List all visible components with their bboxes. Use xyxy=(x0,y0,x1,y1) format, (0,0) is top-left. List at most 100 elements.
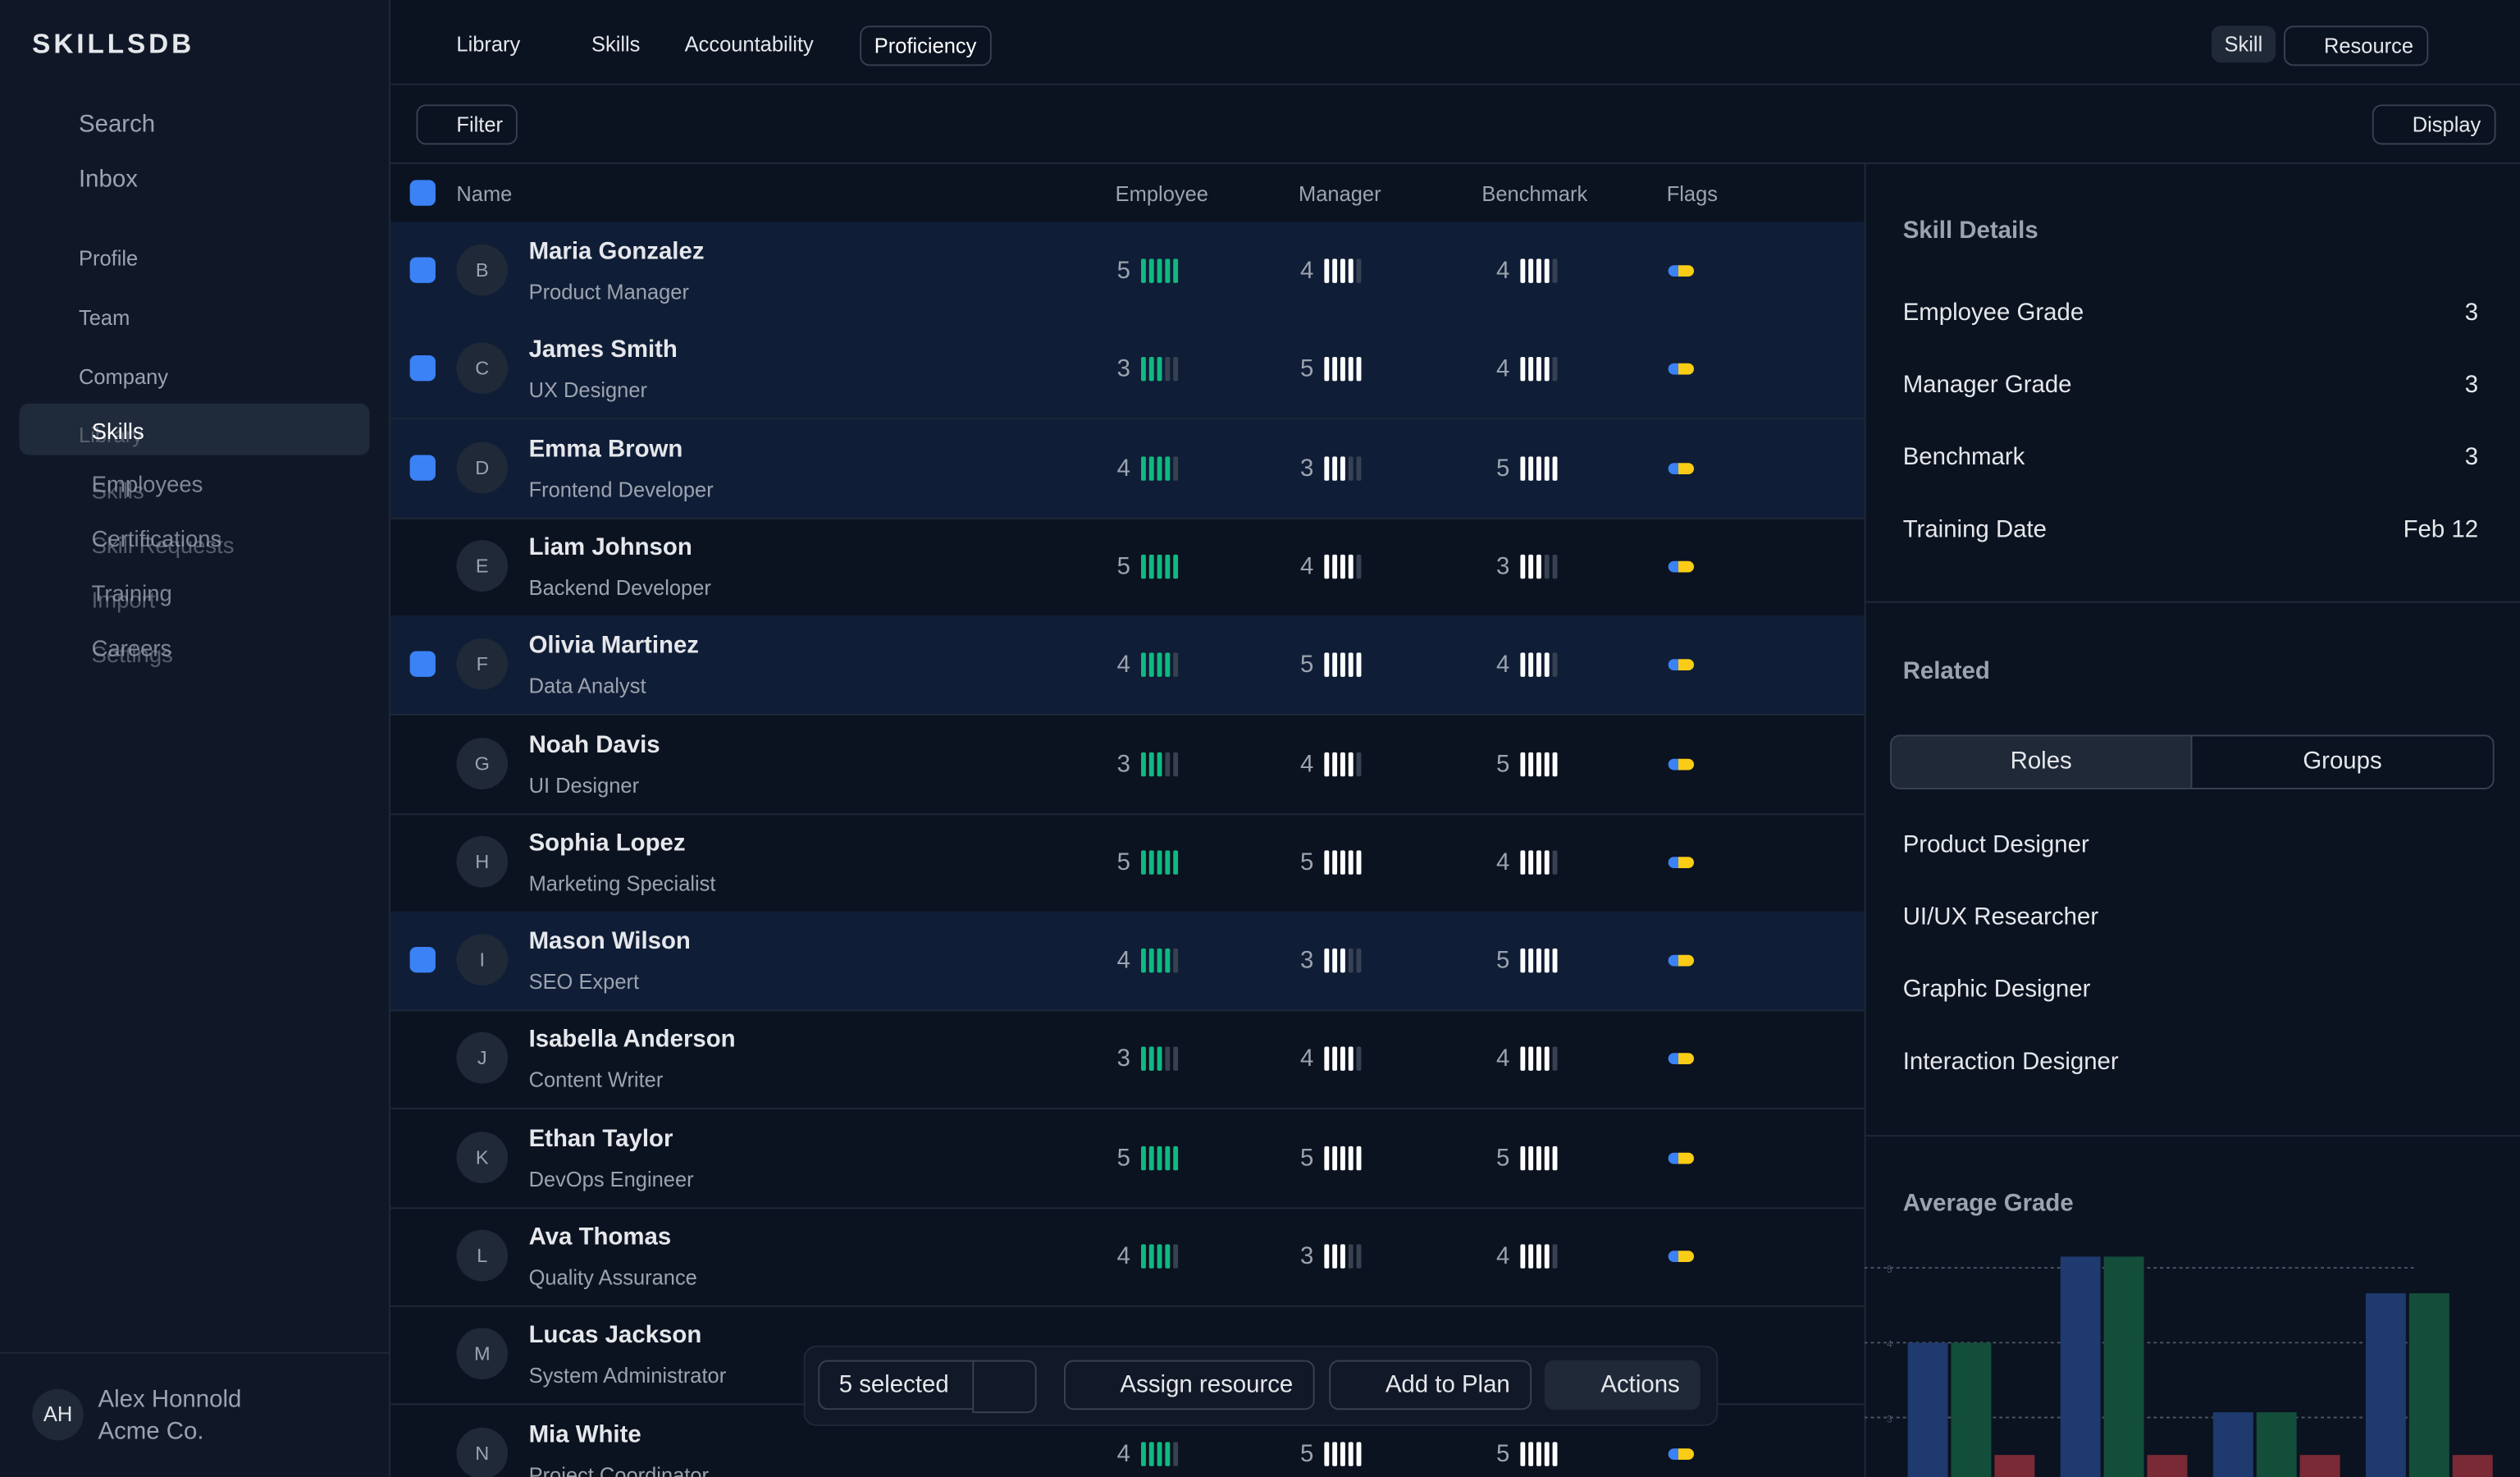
row-checkbox[interactable] xyxy=(409,651,436,678)
detail-value: 3 xyxy=(2464,371,2479,399)
employee-grade-bars xyxy=(1141,1047,1179,1072)
bar xyxy=(1907,1342,1948,1477)
brand: SKILLSDB xyxy=(32,29,195,60)
table-row[interactable]: M Lucas Jackson System Administrator xyxy=(390,1306,1865,1406)
filter-button[interactable]: Filter xyxy=(416,104,518,145)
section-title[interactable]: Related xyxy=(1902,657,1990,685)
detail-label: Employee Grade xyxy=(1902,299,2084,327)
nav-ghost: Skill Requests xyxy=(91,532,235,558)
tab[interactable]: Groups xyxy=(2190,734,2495,789)
divider xyxy=(1864,601,2520,603)
breadcrumb[interactable]: Skills xyxy=(591,32,641,57)
dropdown[interactable]: Proficiency xyxy=(860,25,991,66)
table-row[interactable]: I Mason Wilson SEO Expert 4 3 5 xyxy=(390,912,1865,1012)
benchmark-grade-bars xyxy=(1520,455,1558,481)
avatar: J xyxy=(456,1032,509,1085)
row-checkbox[interactable] xyxy=(409,257,436,283)
nav-item[interactable]: Training xyxy=(91,580,172,606)
column-header[interactable]: Flags xyxy=(1666,181,1718,206)
bar xyxy=(2060,1256,2101,1477)
column-header[interactable]: Manager xyxy=(1299,181,1381,206)
section-item[interactable]: Company xyxy=(79,364,169,390)
related-item[interactable]: Interaction Designer xyxy=(1902,1048,2119,1076)
action-button[interactable]: Add to Plan xyxy=(1329,1360,1532,1411)
breadcrumb[interactable]: Library xyxy=(456,32,521,57)
action-bar: 5 selected Assign resource Add to Plan Acti… xyxy=(803,1345,1719,1426)
table-row[interactable]: F Olivia Martinez Data Analyst 4 5 4 xyxy=(390,615,1865,716)
user-name: Alex Honnold xyxy=(98,1385,242,1414)
benchmark-grade-bars xyxy=(1520,1145,1558,1170)
active-item[interactable]: Skills xyxy=(91,418,144,444)
table-row[interactable]: K Ethan Taylor DevOps Engineer 5 5 5 xyxy=(390,1109,1865,1209)
tab[interactable]: Roles xyxy=(1890,734,2193,789)
table-row[interactable]: C James Smith UX Designer 3 5 4 xyxy=(390,320,1865,420)
nav-item[interactable]: Careers xyxy=(91,634,172,661)
section-title[interactable]: Skill Details xyxy=(1902,217,2038,245)
person-role: System Administrator xyxy=(528,1363,727,1388)
action-button[interactable]: Actions xyxy=(1544,1360,1701,1411)
manager-grade: 3 xyxy=(1299,454,1314,482)
related-item[interactable]: UI/UX Researcher xyxy=(1902,903,2099,931)
person-role: Backend Developer xyxy=(528,575,711,600)
avatar: AH xyxy=(32,1388,84,1441)
detail-value: Feb 12 xyxy=(2403,515,2479,544)
avatar: H xyxy=(456,835,509,888)
top-button[interactable]: Skill xyxy=(2211,25,2276,63)
top-button[interactable]: Resource xyxy=(2284,25,2428,66)
benchmark-grade: 4 xyxy=(1496,651,1510,679)
related-item[interactable]: Product Designer xyxy=(1902,830,2089,859)
table-row[interactable]: D Emma Brown Frontend Developer 4 3 5 xyxy=(390,418,1865,519)
benchmark-grade: 5 xyxy=(1496,749,1510,778)
detail-label: Training Date xyxy=(1902,515,2048,544)
table-row[interactable]: J Isabella Anderson Content Writer 3 4 4 xyxy=(390,1010,1865,1110)
table-row[interactable]: G Noah Davis UI Designer 3 4 5 xyxy=(390,715,1865,815)
nav-item[interactable]: Inbox xyxy=(79,165,138,194)
avatar: D xyxy=(456,441,509,493)
nav-ghost: Settings xyxy=(91,641,173,668)
employee-grade: 3 xyxy=(1116,355,1130,383)
display-button[interactable]: Display xyxy=(2372,104,2495,145)
nav-item[interactable]: Certifications xyxy=(91,525,222,552)
divider xyxy=(1864,1135,2520,1137)
person-role: UI Designer xyxy=(528,772,640,797)
flag xyxy=(1668,1251,1694,1262)
nav-item[interactable]: Employees xyxy=(91,471,203,497)
section-title[interactable]: Average Grade xyxy=(1902,1189,2074,1218)
column-header[interactable]: Benchmark xyxy=(1481,181,1588,206)
table-row[interactable]: L Ava Thomas Quality Assurance 4 3 4 xyxy=(390,1207,1865,1307)
table-row[interactable]: N Mia White Project Coordinator 4 5 5 xyxy=(390,1405,1865,1477)
flag xyxy=(1668,560,1694,573)
manager-grade: 5 xyxy=(1299,848,1314,876)
benchmark-grade-bars xyxy=(1520,357,1558,382)
row-checkbox[interactable] xyxy=(409,947,436,973)
employee-grade-bars xyxy=(1141,850,1179,875)
benchmark-grade-bars xyxy=(1520,1047,1558,1072)
breadcrumb[interactable]: Accountability xyxy=(684,32,814,57)
benchmark-grade-bars xyxy=(1520,1441,1558,1466)
section-item[interactable]: Profile xyxy=(79,245,139,271)
related-item[interactable]: Graphic Designer xyxy=(1902,976,2091,1004)
row-checkbox[interactable] xyxy=(409,355,436,382)
table-row[interactable]: E Liam Johnson Backend Developer 5 4 3 xyxy=(390,518,1865,618)
person-name: Maria Gonzalez xyxy=(528,237,705,266)
person-role: Frontend Developer xyxy=(528,477,714,501)
manager-grade-bars xyxy=(1324,1145,1362,1170)
action-button[interactable]: Assign resource xyxy=(1063,1360,1314,1411)
detail-value: 3 xyxy=(2464,443,2479,472)
clear-selection[interactable] xyxy=(972,1360,1037,1414)
person-name: Emma Brown xyxy=(528,435,683,463)
table-row[interactable]: H Sophia Lopez Marketing Specialist 5 5 4 xyxy=(390,813,1865,913)
section-item[interactable]: Team xyxy=(79,305,130,330)
column-header[interactable]: Employee xyxy=(1115,181,1208,206)
nav-item[interactable]: Search xyxy=(79,111,156,139)
row-checkbox[interactable] xyxy=(409,454,436,481)
column-header[interactable]: Name xyxy=(456,181,513,206)
person-name: Mia White xyxy=(528,1420,641,1448)
employee-grade: 4 xyxy=(1116,947,1130,975)
table-row[interactable]: B Maria Gonzalez Product Manager 5 4 4 xyxy=(390,222,1865,322)
avatar: I xyxy=(456,934,509,986)
manager-grade: 4 xyxy=(1299,1045,1314,1073)
flag xyxy=(1668,1447,1694,1460)
